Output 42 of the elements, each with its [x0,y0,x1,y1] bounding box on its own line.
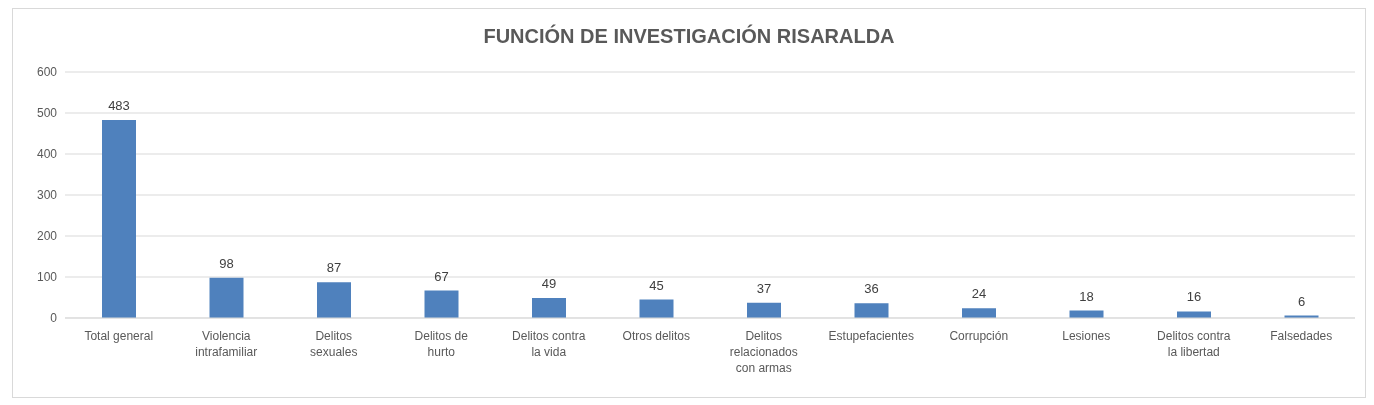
data-label: 45 [649,277,664,293]
y-tick-label: 0 [50,311,58,326]
bar [209,277,244,318]
data-label: 6 [1297,293,1306,309]
y-tick-label: 200 [36,229,58,244]
chart-title: FUNCIÓN DE INVESTIGACIÓN RISARALDA [482,25,896,48]
bar [962,308,996,318]
x-tick-label: Delitos contra la libertad [1157,329,1231,359]
y-tick-label: 500 [36,106,58,121]
data-label: 18 [1079,288,1094,304]
data-label: 87 [326,260,342,276]
x-tick-label: Estupefacientes [828,329,914,343]
y-tick-label: 100 [36,270,58,285]
x-tick-label: Delitos contra la vida [512,329,586,359]
y-tick-label: 400 [36,147,58,162]
bar [424,290,459,318]
bar [747,302,781,318]
data-label: 67 [434,268,449,284]
bar [532,297,566,318]
x-tick-label: Violencia intrafamiliar [195,329,258,359]
y-tick-label: 600 [36,65,58,80]
bar [854,303,889,318]
x-tick-label: Lesiones [1062,329,1111,343]
y-tick-label: 300 [36,188,58,203]
bar [639,299,674,318]
x-tick-label: Corrupción [949,329,1009,343]
data-label: 37 [756,280,772,296]
x-tick-label: Total general [84,329,154,343]
data-label: 49 [541,275,557,291]
bar [317,282,351,318]
data-label: 16 [1186,289,1202,305]
data-label: 36 [864,281,879,297]
data-label: 24 [971,286,987,302]
data-label: 98 [219,255,234,271]
x-tick-label: Delitos de hurto [414,329,469,359]
data-label: 483 [108,97,130,113]
x-tick-label: Falsedades [1270,329,1333,343]
bar [102,119,136,318]
x-tick-label: Delitos relacionados con armas [729,329,798,375]
x-tick-label: Otros delitos [622,329,690,343]
bar [1177,311,1211,318]
x-tick-label: Delitos sexuales [310,329,358,359]
